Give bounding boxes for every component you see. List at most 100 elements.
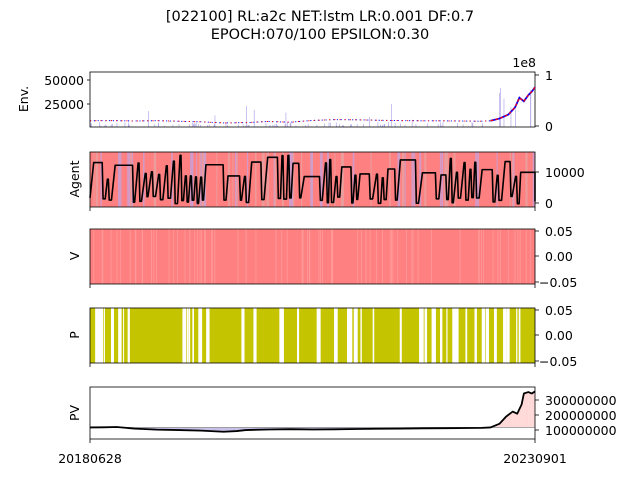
v-band-stripe	[101, 229, 103, 284]
env-price-line-tail-red	[490, 86, 536, 122]
p-band-gap	[188, 308, 191, 363]
v-band-stripe	[459, 229, 461, 284]
env-ylabel: Env.	[16, 86, 31, 112]
v-band-stripe	[245, 229, 247, 284]
v-band-stripe	[492, 229, 494, 284]
agent-background-stripe	[532, 152, 536, 207]
v-band-stripe	[156, 229, 158, 284]
env-price-line-red	[89, 86, 536, 124]
agent-background-stripe	[154, 152, 156, 207]
p-band-gap	[481, 308, 485, 363]
p-band-gap	[99, 308, 104, 363]
v-band-stripe	[286, 229, 288, 284]
p-band-gap	[316, 308, 318, 363]
agent-background-stripe	[93, 152, 95, 207]
v-band-stripe	[361, 229, 362, 284]
v-band-stripe	[204, 229, 206, 284]
v-band-stripe	[381, 229, 383, 284]
agent-background-stripe	[411, 152, 414, 207]
v-band-stripe	[211, 229, 213, 284]
chart-title-line1: [022100] RL:a2c NET:lstm LR:0.001 DF:0.7	[166, 9, 474, 25]
agent-background-stripe	[404, 152, 406, 207]
agent-background-stripe	[130, 152, 133, 207]
v-band-stripe	[199, 229, 201, 284]
v-band-stripe	[411, 229, 413, 284]
p-axes-frame	[89, 307, 536, 364]
agent-background-stripe	[261, 152, 265, 207]
v-band-stripe	[369, 229, 371, 284]
p-band-gap	[494, 308, 497, 363]
agent-ylabel: Agent	[67, 160, 82, 197]
pv-ylabel: PV	[67, 405, 82, 422]
agent-right-tick-10000: 10000	[545, 165, 585, 180]
v-band-stripe	[173, 229, 175, 284]
agent-background-stripe	[340, 152, 344, 207]
v-band-stripe	[412, 229, 414, 284]
v-band-stripe	[301, 229, 303, 284]
agent-background-stripe	[119, 152, 122, 207]
v-band-stripe	[210, 229, 212, 284]
agent-background-stripe	[389, 152, 391, 207]
panel-agent: 10000 0 Agent	[67, 151, 585, 211]
agent-background-stripe	[445, 152, 449, 207]
v-band-stripe	[197, 229, 198, 284]
v-band-stripe	[483, 229, 485, 284]
v-band-stripe	[365, 229, 367, 284]
agent-background-stripe	[201, 152, 205, 207]
agent-background-stripe	[118, 152, 121, 207]
v-band-stripe	[320, 229, 322, 284]
v-band-stripe	[275, 229, 277, 284]
p-band-gap	[297, 308, 299, 363]
p-band-gap	[253, 308, 257, 363]
v-band-stripe	[417, 229, 419, 284]
v-band-stripe	[519, 229, 521, 284]
p-band-gap	[485, 308, 489, 363]
agent-background-stripe	[266, 152, 270, 207]
agent-background-stripe	[370, 152, 372, 207]
agent-background-stripe	[525, 152, 528, 207]
p-band-gap	[110, 308, 114, 363]
agent-background-stripe	[424, 152, 427, 207]
v-band-stripe	[119, 229, 121, 284]
x-tick-start: 20180628	[58, 451, 122, 466]
v-band-stripe	[194, 229, 196, 284]
v-band-stripe	[168, 229, 170, 284]
chart-title-line2: EPOCH:070/100 EPSILON:0.30	[211, 27, 429, 43]
v-band-stripe	[507, 229, 509, 284]
env-right-tick-1: 1	[545, 68, 553, 83]
env-tick-25000: 25000	[44, 97, 84, 112]
v-band-stripe	[184, 229, 186, 284]
v-band-stripe	[481, 229, 482, 284]
p-band-gap	[348, 308, 352, 363]
p-band-gap	[103, 308, 105, 363]
v-band-stripe	[302, 229, 303, 284]
v-band-stripe	[389, 229, 391, 284]
v-right-tick-zero: 0.00	[545, 249, 573, 264]
v-band-stripe	[151, 229, 152, 284]
v-band-stripe	[331, 229, 333, 284]
v-band-stripe	[177, 229, 179, 284]
pv-area-above	[517, 404, 522, 428]
v-band-stripe	[331, 229, 332, 284]
v-axes-frame	[89, 228, 536, 285]
pv-area-fills	[90, 391, 535, 432]
agent-background-stripe	[476, 152, 479, 207]
p-band-gap	[446, 308, 448, 363]
pv-axes-frame	[89, 386, 536, 440]
p-right-tick-zero: 0.00	[545, 328, 573, 343]
agent-background-stripe	[300, 152, 303, 207]
v-band-stripe	[237, 229, 239, 284]
panel-p: 0.05 0.00 −0.05 P	[67, 303, 577, 369]
agent-background-stripe	[100, 152, 102, 207]
p-band-gap	[123, 308, 125, 363]
v-band-stripe	[499, 229, 501, 284]
v-band-stripe	[391, 229, 392, 284]
p-band-gap	[353, 308, 358, 363]
v-band-stripe	[478, 229, 480, 284]
p-band-gap	[454, 308, 458, 363]
p-band-gap	[431, 308, 434, 363]
agent-background-stripe	[236, 152, 238, 207]
p-band-gap	[439, 308, 443, 363]
v-right-tick-pos: 0.05	[545, 224, 573, 239]
p-band-gap	[192, 308, 195, 363]
